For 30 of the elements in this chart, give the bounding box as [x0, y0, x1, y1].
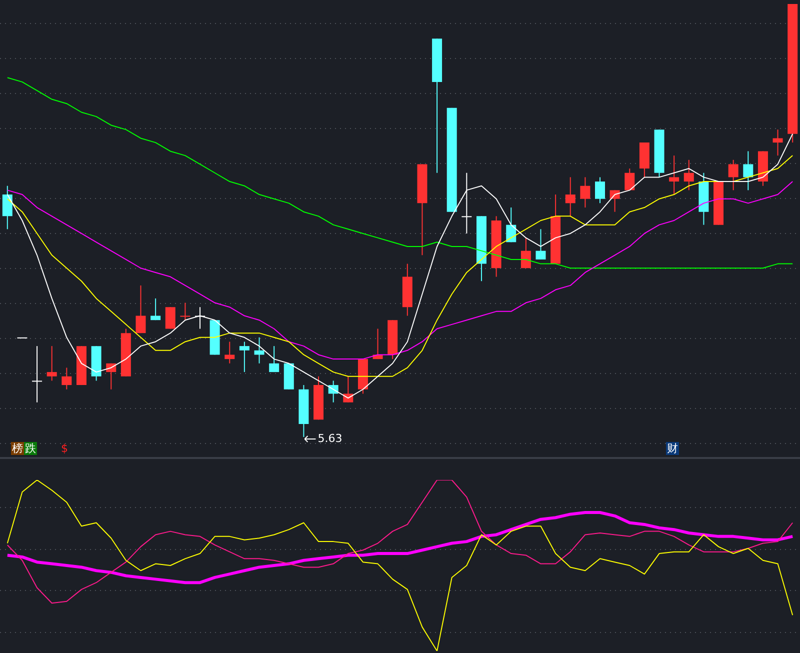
candlestick	[343, 376, 354, 403]
candlestick	[269, 346, 280, 373]
candlestick	[136, 284, 146, 334]
candlestick	[520, 237, 531, 269]
candlestick	[728, 159, 738, 191]
candlestick	[684, 159, 694, 191]
candlestick	[565, 176, 576, 217]
candlestick	[580, 176, 590, 208]
text: 跌	[24, 442, 37, 455]
candlestick	[254, 336, 264, 364]
candlestick	[536, 228, 546, 260]
candlestick	[62, 367, 72, 390]
candlestick	[46, 346, 57, 382]
candlestick	[624, 168, 635, 191]
candlestick	[239, 341, 250, 373]
candlestick	[2, 185, 12, 230]
annotation: 5.63	[318, 432, 342, 445]
candlestick	[150, 298, 161, 321]
candlestick	[743, 150, 754, 191]
candlestick	[595, 176, 605, 204]
text: $	[60, 442, 69, 455]
text: 榜	[11, 442, 24, 455]
candlestick	[32, 346, 42, 403]
candlestick	[669, 155, 680, 196]
text: 财	[666, 442, 679, 455]
candlestick	[165, 306, 176, 330]
candlestick	[224, 341, 235, 364]
candlestick	[462, 172, 472, 234]
candlestick	[180, 302, 190, 321]
candlestick	[772, 129, 783, 156]
